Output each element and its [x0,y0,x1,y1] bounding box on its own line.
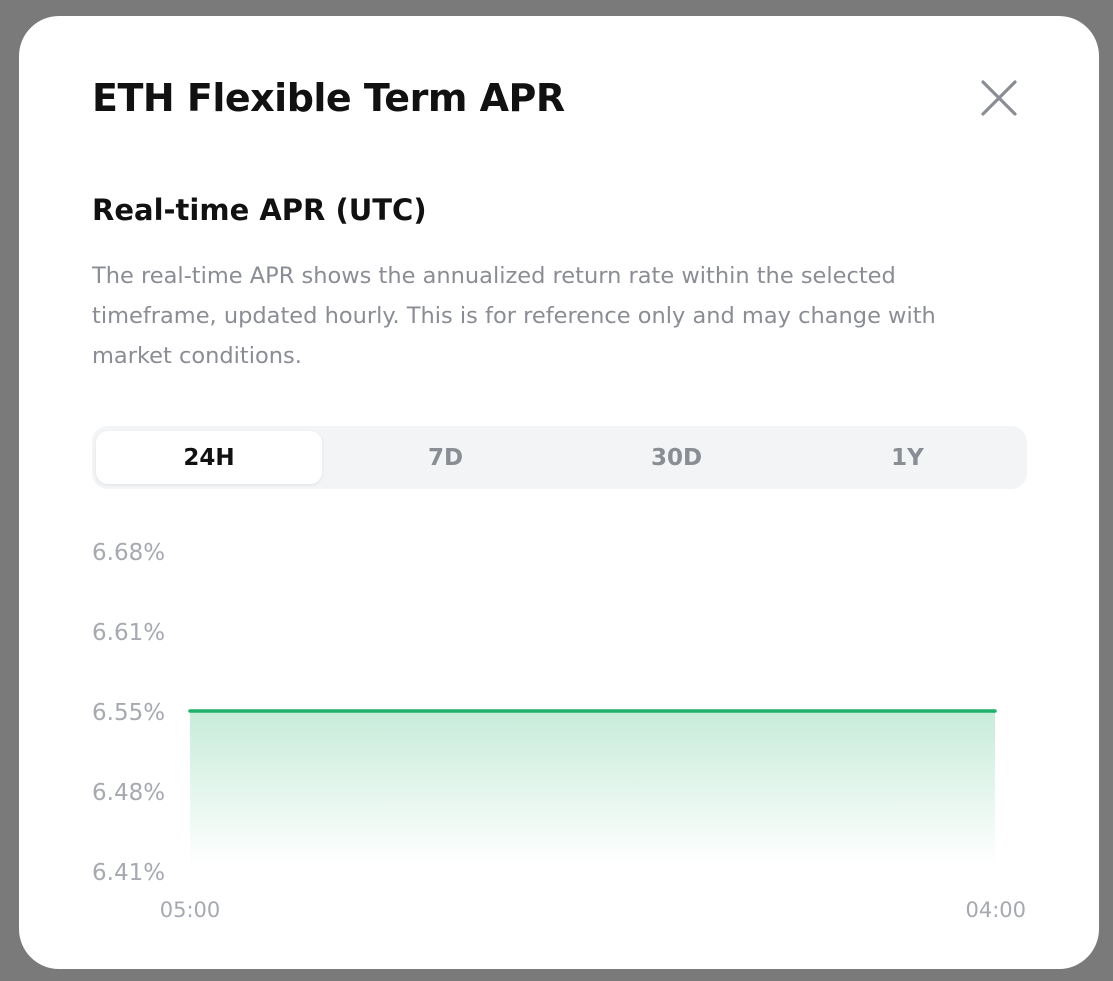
description: The real-time APR shows the annualized r… [92,263,936,369]
tab-7d[interactable]: 7D [427,444,464,471]
tab-24h[interactable]: 24H [96,431,322,484]
y-tick-label: 6.48% [92,780,165,806]
close-button[interactable] [979,78,1019,118]
timeframe-tabs: 24H 7D 30D 1Y [92,426,1027,489]
y-tick-label: 6.41% [92,860,165,886]
y-tick-label: 6.55% [92,700,165,726]
tab-30d[interactable]: 30D [650,444,703,471]
x-tick-label: 05:00 [160,898,221,922]
series-area [190,711,995,865]
modal-title: ETH Flexible Term APR [92,76,565,120]
close-icon [981,80,1017,116]
section-title: Real-time APR (UTC) [92,193,427,227]
y-tick-label: 6.68% [92,540,165,566]
x-tick-label: 04:00 [965,898,1026,922]
tab-1y[interactable]: 1Y [891,444,924,471]
y-tick-label: 6.61% [92,620,165,646]
